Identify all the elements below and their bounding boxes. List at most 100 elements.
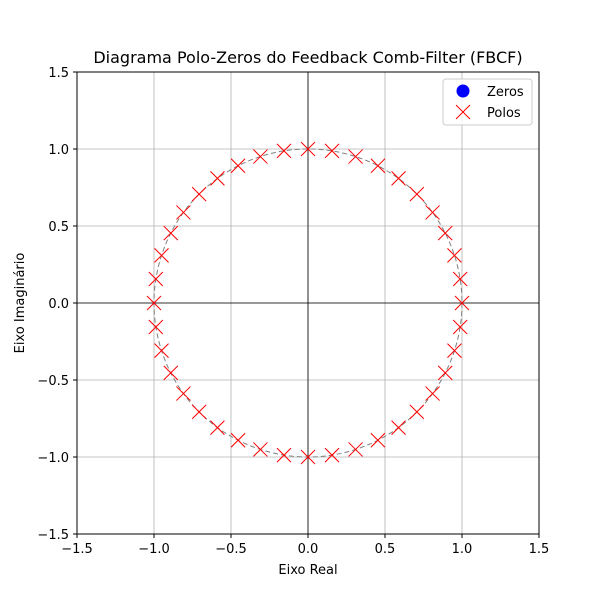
pole-marker bbox=[409, 186, 425, 202]
pole-marker bbox=[454, 295, 470, 311]
x-tick-label: −1.0 bbox=[138, 542, 170, 557]
pole-marker bbox=[391, 171, 406, 186]
pole-marker bbox=[324, 447, 340, 463]
pole-marker-stroke bbox=[253, 149, 268, 164]
pole-marker bbox=[437, 225, 453, 241]
x-tick-label: −1.5 bbox=[61, 542, 93, 557]
pole-marker-stroke bbox=[447, 343, 462, 358]
chart-title: Diagrama Polo-Zeros do Feedback Comb-Fil… bbox=[93, 48, 522, 67]
pole-marker-stroke bbox=[437, 225, 453, 241]
pole-marker-stroke bbox=[230, 432, 246, 448]
pole-marker bbox=[425, 386, 440, 401]
pole-marker bbox=[348, 442, 363, 457]
pole-marker-stroke bbox=[370, 158, 386, 174]
x-tick-label: 1.5 bbox=[529, 542, 550, 557]
pole-marker-stroke bbox=[447, 248, 462, 263]
pole-marker bbox=[176, 205, 191, 220]
pole-marker bbox=[146, 295, 162, 311]
pole-marker-stroke bbox=[148, 271, 164, 287]
pole-marker bbox=[191, 404, 207, 420]
pole-marker-stroke bbox=[370, 432, 386, 448]
pole-marker bbox=[447, 248, 462, 263]
y-tick-label: 0.0 bbox=[48, 297, 69, 312]
y-axis-label: Eixo Imaginário bbox=[13, 253, 28, 354]
pole-marker bbox=[437, 365, 453, 381]
pole-marker bbox=[210, 171, 225, 186]
pole-marker-stroke bbox=[452, 319, 468, 335]
pole-marker-stroke bbox=[191, 404, 207, 420]
x-tick-label: 1.0 bbox=[452, 542, 473, 557]
pole-marker-stroke bbox=[276, 447, 292, 463]
pole-marker bbox=[391, 420, 406, 435]
pole-marker bbox=[425, 205, 440, 220]
pole-marker-stroke bbox=[452, 271, 468, 287]
pole-marker-stroke bbox=[437, 365, 453, 381]
pole-marker-stroke bbox=[146, 295, 162, 311]
pole-marker bbox=[176, 386, 191, 401]
y-tick-label: 1.0 bbox=[48, 143, 69, 158]
pole-marker bbox=[253, 149, 268, 164]
pole-marker-stroke bbox=[300, 141, 316, 157]
pole-marker-stroke bbox=[391, 420, 406, 435]
legend-pole-marker bbox=[455, 104, 471, 120]
pole-marker-stroke bbox=[391, 171, 406, 186]
pole-marker-stroke bbox=[348, 442, 363, 457]
pole-marker bbox=[452, 271, 468, 287]
pole-marker bbox=[348, 149, 363, 164]
y-tick-label: 1.5 bbox=[48, 66, 69, 81]
pole-marker-stroke bbox=[409, 404, 425, 420]
pole-marker-stroke bbox=[210, 420, 225, 435]
pole-marker-stroke bbox=[154, 343, 169, 358]
pole-marker bbox=[191, 186, 207, 202]
pole-marker bbox=[370, 158, 386, 174]
legend-label-zeros: Zeros bbox=[487, 85, 524, 100]
pole-marker bbox=[276, 447, 292, 463]
pole-marker bbox=[276, 143, 292, 159]
pole-marker-stroke bbox=[409, 186, 425, 202]
pole-marker-stroke bbox=[176, 205, 191, 220]
pole-marker bbox=[154, 248, 169, 263]
pole-marker bbox=[324, 143, 340, 159]
pole-marker-stroke bbox=[454, 295, 470, 311]
pole-marker-stroke bbox=[348, 149, 363, 164]
pole-marker bbox=[300, 141, 316, 157]
pole-marker bbox=[230, 432, 246, 448]
pole-marker-stroke bbox=[425, 386, 440, 401]
legend: Zeros Polos bbox=[442, 78, 533, 126]
pole-marker bbox=[409, 404, 425, 420]
pole-marker bbox=[300, 449, 316, 465]
pole-marker bbox=[148, 319, 164, 335]
x-axis-label: Eixo Real bbox=[278, 563, 337, 578]
pole-marker-stroke bbox=[324, 143, 340, 159]
pole-marker bbox=[452, 319, 468, 335]
pole-marker bbox=[447, 343, 462, 358]
pole-marker-stroke bbox=[148, 319, 164, 335]
y-tick-label: −1.0 bbox=[37, 451, 69, 466]
pole-marker bbox=[163, 365, 179, 381]
pole-marker bbox=[370, 432, 386, 448]
legend-label-poles: Polos bbox=[487, 106, 521, 121]
pole-marker-stroke bbox=[191, 186, 207, 202]
pole-marker-stroke bbox=[300, 449, 316, 465]
x-tick-label: 0.5 bbox=[375, 542, 396, 557]
pole-marker bbox=[163, 225, 179, 241]
legend-pole-marker-stroke bbox=[455, 104, 471, 120]
legend-zero-marker bbox=[456, 84, 470, 98]
y-tick-label: −0.5 bbox=[37, 374, 69, 389]
pole-marker-stroke bbox=[253, 442, 268, 457]
pole-marker-stroke bbox=[163, 365, 179, 381]
pole-marker-stroke bbox=[154, 248, 169, 263]
y-tick-label: −1.5 bbox=[37, 528, 69, 543]
pole-marker-stroke bbox=[163, 225, 179, 241]
pole-marker-stroke bbox=[425, 205, 440, 220]
pole-marker bbox=[210, 420, 225, 435]
pole-marker-stroke bbox=[324, 447, 340, 463]
x-tick-label: −0.5 bbox=[215, 542, 247, 557]
pole-marker bbox=[253, 442, 268, 457]
pole-marker bbox=[230, 158, 246, 174]
pole-marker bbox=[154, 343, 169, 358]
pole-marker bbox=[148, 271, 164, 287]
y-tick-label: 0.5 bbox=[48, 220, 69, 235]
pole-marker-stroke bbox=[276, 143, 292, 159]
